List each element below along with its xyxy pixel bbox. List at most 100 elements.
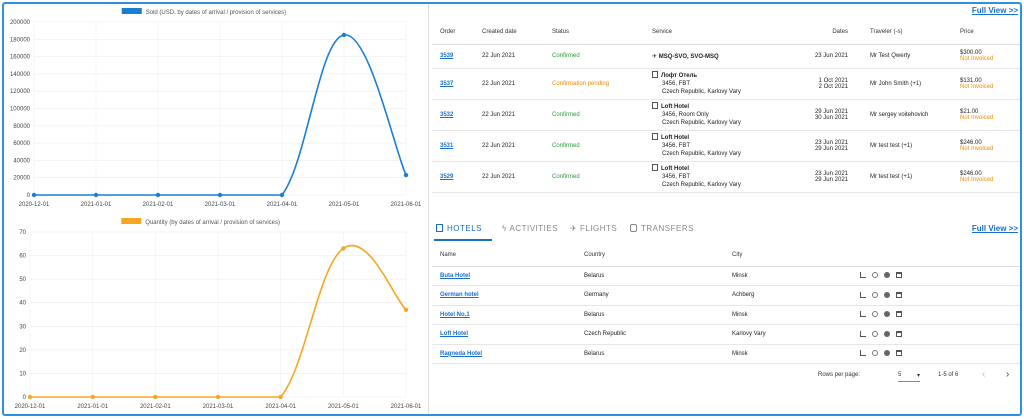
close-icon[interactable] (884, 291, 890, 298)
info-icon[interactable] (872, 350, 878, 357)
next-page-icon[interactable]: › (1006, 369, 1010, 380)
close-icon[interactable] (884, 311, 890, 318)
service-title: Loft Hotel (661, 104, 689, 110)
rows-per-page-label: Rows per page: (818, 372, 861, 378)
close-icon[interactable] (884, 330, 890, 337)
order-link[interactable]: 3529 (440, 173, 454, 180)
chart-icon[interactable] (860, 311, 866, 318)
order-link[interactable]: 3537 (440, 80, 454, 87)
info-icon[interactable] (872, 330, 878, 337)
x-tick-label: 2021-02-01 (143, 202, 174, 208)
created-date: 22 Jun 2021 (474, 68, 544, 100)
table-row[interactable]: 3529 22 Jun 2021 Confirmed Loft Hotel 345… (432, 161, 1020, 193)
prev-page-icon[interactable]: ‹ (982, 369, 986, 380)
x-tick-label: 2020-12-01 (19, 202, 50, 208)
data-point (341, 246, 346, 251)
table-row[interactable]: Hotel No.1 Belarus Minsk (432, 305, 1020, 325)
x-tick-label: 2021-06-01 (391, 404, 422, 410)
sold-chart: Sold (USD, by dates of arrival / provisi… (10, 8, 422, 208)
y-tick-label: 50 (19, 277, 26, 283)
tab-transfers[interactable]: TRANSFERS (630, 224, 694, 233)
price: $246.00 (960, 139, 982, 146)
orders-full-view-link[interactable]: Full View >> (971, 6, 1018, 15)
table-row[interactable]: 3531 22 Jun 2021 Confirmed Loft Hotel 345… (432, 130, 1020, 162)
hotel-country: Belarus (576, 266, 724, 286)
hotel-link[interactable]: Hotel No.1 (440, 311, 470, 318)
date-line: 29 Jun 2021 (814, 145, 848, 152)
col-dates: Dates (804, 20, 852, 45)
table-row[interactable]: Ragneda Hotel Belarus Minsk (432, 344, 1020, 364)
catalog-tabs: HOTELS ϟ ACTIVITIES ✈ FLIGHTS TRANSFERS … (432, 218, 1020, 242)
close-icon[interactable] (884, 350, 890, 357)
hotel-link[interactable]: Buta Hotel (440, 272, 470, 279)
info-icon[interactable] (872, 272, 878, 279)
info-icon[interactable] (872, 291, 878, 298)
calendar-icon[interactable] (896, 272, 902, 279)
y-tick-label: 40000 (13, 158, 30, 164)
tab-activities[interactable]: ϟ ACTIVITIES (502, 224, 558, 233)
created-date: 22 Jun 2021 (474, 161, 544, 193)
legend-swatch (121, 8, 142, 14)
x-tick-label: 2021-01-01 (81, 202, 112, 208)
x-tick-label: 2021-05-01 (328, 404, 359, 410)
date-line: 1 Oct 2021 (818, 77, 848, 84)
order-link[interactable]: 3531 (440, 142, 454, 149)
hotel-link[interactable]: Ragneda Hotel (440, 350, 483, 357)
col-status: Status (544, 20, 644, 45)
order-link[interactable]: 3532 (440, 111, 454, 118)
table-row[interactable]: 3532 22 Jun 2021 Confirmed Loft Hotel 345… (432, 99, 1020, 131)
date-line: 29 Jun 2021 (814, 176, 848, 183)
hotel-link[interactable]: Loft Hotel (440, 331, 468, 338)
y-tick-label: 120000 (10, 89, 31, 95)
service-room: 3456, FBT (662, 81, 691, 87)
y-tick-label: 180000 (10, 37, 31, 43)
service-room: 3456, Room Only (662, 112, 709, 118)
data-point (93, 192, 99, 198)
calendar-icon[interactable] (896, 291, 902, 298)
rows-per-page-select[interactable]: 5 ▾ (898, 370, 920, 382)
service-location: Czech Republic, Karlovy Vary (662, 89, 741, 95)
chart-icon[interactable] (860, 330, 866, 337)
caret-down-icon: ▾ (916, 373, 920, 379)
pagination: Rows per page: 5 ▾ 1-5 of 6 ‹ › (432, 368, 1020, 384)
orders-table: Order Created date Status Service Dates … (432, 20, 1020, 193)
invoice-status: Not Invoiced (960, 176, 994, 183)
col-price: Price (952, 20, 1020, 45)
close-icon[interactable] (884, 272, 890, 279)
data-point (90, 394, 95, 400)
col-name: Name (432, 244, 576, 267)
calendar-icon[interactable] (896, 350, 902, 357)
x-tick-label: 2020-12-01 (15, 404, 46, 410)
data-point (278, 394, 283, 400)
plane-icon: ✈ (570, 224, 580, 233)
traveler: Mr Test Qwerty (852, 44, 952, 69)
chart-icon[interactable] (860, 272, 866, 279)
table-row[interactable]: 3537 22 Jun 2021 Confirmation pending Ло… (432, 68, 1020, 100)
date-line: 2 Oct 2021 (818, 83, 848, 90)
data-point (27, 394, 33, 400)
rows-per-page-value: 5 (898, 372, 902, 378)
table-row[interactable]: German hotel Germany Achberg (432, 285, 1020, 306)
data-point (215, 394, 221, 400)
hotels-full-view-link[interactable]: Full View >> (971, 224, 1018, 233)
y-tick-label: 60000 (13, 141, 30, 147)
tab-hotels[interactable]: HOTELS (436, 224, 482, 233)
charts-panel: Sold (USD, by dates of arrival / provisi… (4, 4, 427, 414)
hotel-city: Minsk (724, 344, 852, 364)
chart-icon[interactable] (860, 291, 866, 298)
info-icon[interactable] (872, 311, 878, 318)
table-row[interactable]: 3539 22 Jun 2021 Confirmed ✈ MSQ-SVO, SV… (432, 44, 1020, 69)
right-panel: Full View >> Order Created date Status S… (432, 4, 1020, 414)
chart-icon[interactable] (860, 350, 866, 357)
order-link[interactable]: 3539 (440, 53, 454, 59)
active-tab-indicator (434, 239, 492, 241)
hotel-link[interactable]: German hotel (440, 292, 479, 299)
table-row[interactable]: Loft Hotel Czech Republic Karlovy Vary (432, 324, 1020, 345)
col-order: Order (432, 20, 474, 45)
tab-flights[interactable]: ✈ FLIGHTS (570, 224, 617, 233)
invoice-status: Not Invoiced (960, 145, 994, 152)
calendar-icon[interactable] (896, 311, 902, 318)
status-text: Confirmed (544, 130, 644, 162)
calendar-icon[interactable] (896, 330, 902, 337)
table-row[interactable]: Buta Hotel Belarus Minsk (432, 266, 1020, 286)
